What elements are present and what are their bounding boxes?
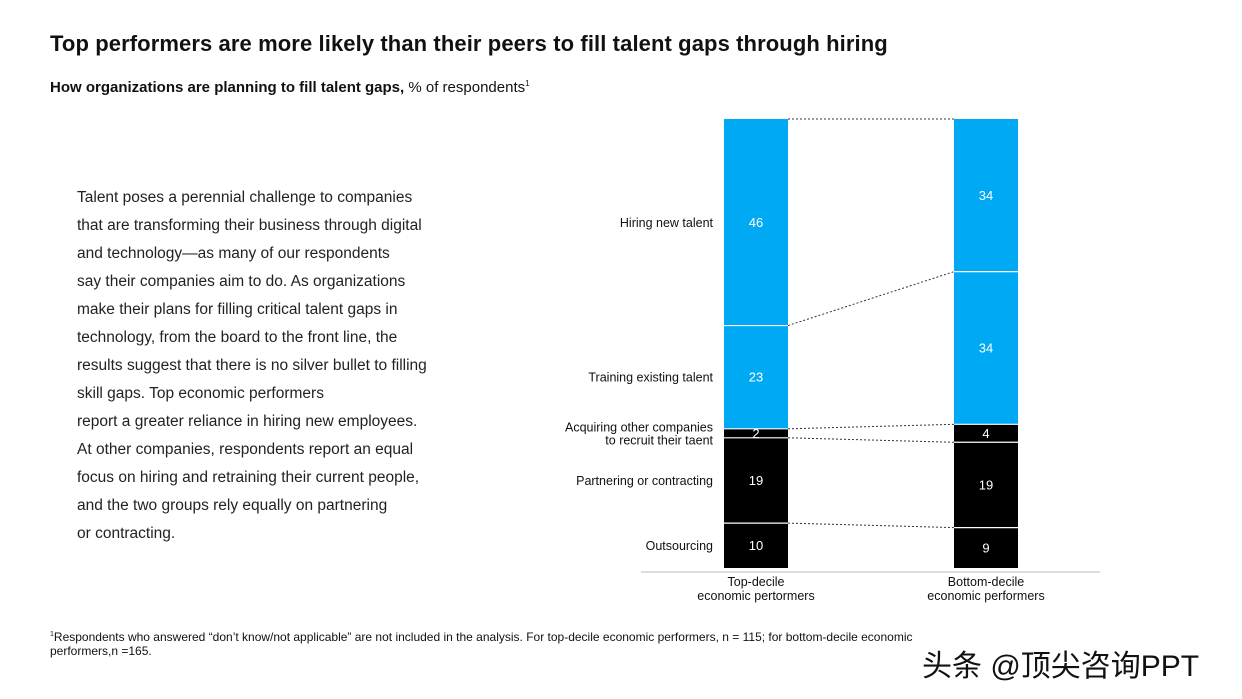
footnote-mark: 1 [50,631,54,638]
series-label: Acquiring other companies to recruit thei… [565,420,714,447]
body-line: or contracting. [77,525,176,542]
connector-line [787,522,955,529]
body-line: report a greater reliance in hiring new … [77,413,418,430]
series-label: Hiring new talent [620,216,714,230]
category-label-line: economic pertormers [697,589,814,603]
category-label-line: Bottom-decile [948,575,1024,589]
connector-line [787,437,955,443]
data-label: 19 [979,477,993,492]
bar-segment [954,527,1018,568]
data-label: 34 [979,340,993,355]
series-label-line: to recruit their taent [605,433,713,447]
data-label: 46 [749,215,763,230]
series-label-line: Training existing talent [588,371,713,385]
series-label-line: Partnering or contracting [576,474,713,488]
series-label: Outsourcing [646,539,713,553]
body-line: results suggest that there is no silver … [77,357,427,374]
data-label: 9 [982,540,989,555]
footnote: 1Respondents who answered “don’t know/no… [50,628,970,658]
category-label: Bottom-decile economic performers [927,575,1044,603]
body-line: focus on hiring and retraining their cur… [77,469,420,486]
data-label: 4 [982,426,989,441]
bar-segment [954,442,1018,528]
bar-segment [724,325,788,429]
data-label: 34 [979,188,993,203]
body-line: and technology—as many of our respondent… [77,245,390,262]
bar-segment [954,271,1018,425]
data-label: 19 [749,473,763,488]
footnote-text: Respondents who answered “don’t know/not… [50,630,913,658]
subtitle-bold: How organizations are planning to fill t… [50,79,405,96]
data-label: 10 [749,538,763,553]
bar-segment [724,437,788,524]
body-paragraph: Talent poses a perennial challenge to co… [77,184,457,548]
category-label-line: Top-decile [728,575,785,589]
series-label: Partnering or contracting [576,474,713,488]
category-label-line: economic performers [927,589,1044,603]
subtitle-units: % of respondents [404,79,526,96]
body-line: that are transforming their business thr… [77,217,422,234]
category-label: Top-decile economic pertormers [697,575,814,603]
subtitle-footnote-mark: 1 [525,79,530,88]
chart-title: Top performers are more likely than thei… [50,31,888,56]
body-line: say their companies aim to do. As organi… [77,273,406,290]
bar-segment [724,523,788,568]
data-label: 23 [749,370,763,385]
body-line: skill gaps. Top economic performers [77,385,324,402]
body-line: Talent poses a perennial challenge to co… [77,189,413,206]
bar-segment [954,119,1018,272]
bar-segment [724,119,788,326]
data-label: 2 [752,426,759,441]
body-line: technology, from the board to the front … [77,329,398,346]
series-label-line: Acquiring other companies [565,420,713,434]
bar-segment [724,428,788,438]
body-line: and the two groups rely equally on partn… [77,497,388,514]
body-line: At other companies, respondents report a… [77,441,414,458]
chart-subtitle: How organizations are planning to fill t… [50,79,530,96]
bar-segment [954,424,1018,443]
connector-line [787,271,955,327]
series-label-line: Hiring new talent [620,216,714,230]
body-line: make their plans for filling critical ta… [77,301,398,318]
watermark: 头条 @顶尖咨询PPT [922,650,1200,683]
connector-line [787,423,955,430]
series-label: Training existing talent [588,371,713,385]
series-label-line: Outsourcing [646,539,713,553]
